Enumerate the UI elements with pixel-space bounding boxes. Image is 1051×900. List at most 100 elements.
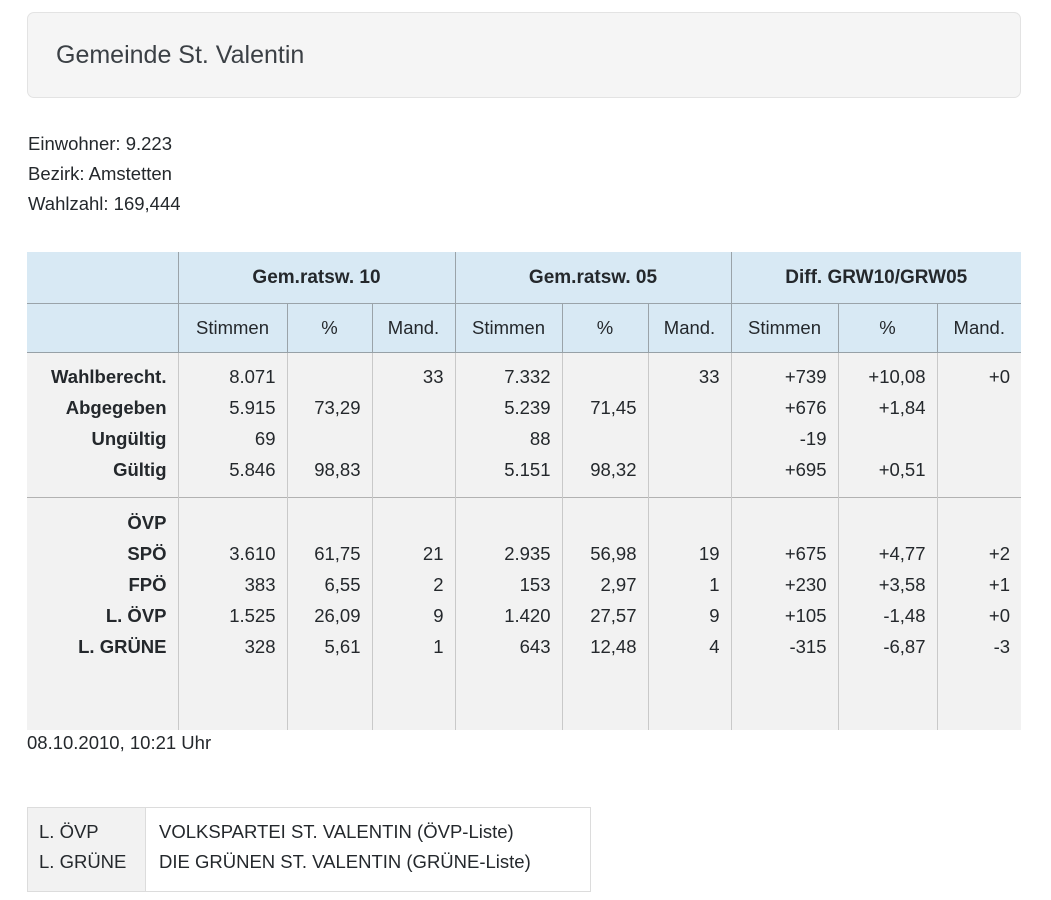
value-cell: [286, 352, 372, 392]
group-header-0: Gem.ratsw. 10: [177, 252, 455, 304]
spacer-row: [27, 662, 1022, 730]
value-cell: 98,83: [286, 454, 372, 498]
value-cell: 383: [177, 569, 287, 600]
value-cell: -3: [936, 631, 1022, 662]
value-cell: [561, 352, 648, 392]
page-title: Gemeinde St. Valentin: [56, 40, 305, 69]
row-label: ÖVP: [27, 497, 178, 538]
value-cell: 7.332: [454, 352, 562, 392]
value-cell: +676: [730, 392, 838, 423]
value-cell: [561, 423, 648, 454]
row-label: Abgegeben: [27, 392, 178, 423]
column-header-0-0: Stimmen: [177, 303, 287, 353]
parties-section: ÖVP SPÖ 3.610 61,75 21 2.935 56,98 19 +675 +4,77 +…: [27, 497, 1022, 730]
value-cell: 71,45: [561, 392, 648, 423]
info-line-1: Bezirk: Amstetten: [28, 163, 172, 184]
value-cell: +675: [730, 538, 838, 569]
table-row-turnout-2: Ungültig 69 88 -19: [27, 423, 1022, 454]
spacer-cell: [837, 662, 937, 730]
legend-abbr: L. ÖVP: [27, 807, 146, 847]
corner-cell-2: [27, 303, 178, 353]
value-cell: 5.151: [454, 454, 562, 498]
value-cell: +0: [936, 352, 1022, 392]
value-cell: [837, 423, 937, 454]
value-cell: [936, 454, 1022, 498]
value-cell: [837, 497, 937, 538]
legend-row-1: L. GRÜNE DIE GRÜNEN ST. VALENTIN (GRÜNE-L…: [27, 847, 591, 892]
value-cell: 5.915: [177, 392, 287, 423]
value-cell: 69: [177, 423, 287, 454]
value-cell: 33: [647, 352, 731, 392]
value-cell: [454, 497, 562, 538]
value-cell: [936, 423, 1022, 454]
table-row-turnout-1: Abgegeben 5.915 73,29 5.239 71,45 +676 +1,84: [27, 392, 1022, 423]
value-cell: 643: [454, 631, 562, 662]
table-row-parties-2: FPÖ 383 6,55 2 153 2,97 1 +230 +3,58 +1: [27, 569, 1022, 600]
column-header-1-0: Stimmen: [454, 303, 562, 353]
row-label: SPÖ: [27, 538, 178, 569]
value-cell: +4,77: [837, 538, 937, 569]
value-cell: 1.525: [177, 600, 287, 631]
corner-cell: [27, 252, 178, 304]
value-cell: 328: [177, 631, 287, 662]
value-cell: 5.846: [177, 454, 287, 498]
value-cell: 9: [647, 600, 731, 631]
table-row-turnout-3: Gültig 5.846 98,83 5.151 98,32 +695 +0,51: [27, 454, 1022, 498]
value-cell: 19: [647, 538, 731, 569]
value-cell: [730, 497, 838, 538]
column-header-2-2: Mand.: [936, 303, 1022, 353]
value-cell: 1.420: [454, 600, 562, 631]
spacer-cell: [561, 662, 648, 730]
spacer-cell: [647, 662, 731, 730]
spacer-cell: [177, 662, 287, 730]
value-cell: [647, 423, 731, 454]
municipality-info: Einwohner: 9.223 Bezirk: Amstetten Wahlzah…: [28, 129, 181, 219]
value-cell: -315: [730, 631, 838, 662]
value-cell: 1: [371, 631, 455, 662]
value-cell: 1: [647, 569, 731, 600]
table-row-parties-1: SPÖ 3.610 61,75 21 2.935 56,98 19 +675 +4,77 +2: [27, 538, 1022, 569]
row-label: Wahlberecht.: [27, 352, 178, 392]
value-cell: 61,75: [286, 538, 372, 569]
spacer-cell: [730, 662, 838, 730]
value-cell: +0,51: [837, 454, 937, 498]
legend-name: VOLKSPARTEI ST. VALENTIN (ÖVP-Liste): [145, 807, 591, 847]
value-cell: +1: [936, 569, 1022, 600]
column-header-2-1: %: [837, 303, 937, 353]
spacer-label: [27, 662, 178, 730]
value-cell: [936, 392, 1022, 423]
value-cell: [647, 497, 731, 538]
row-label: Gültig: [27, 454, 178, 498]
column-header-0-1: %: [286, 303, 372, 353]
value-cell: [647, 454, 731, 498]
value-cell: [286, 423, 372, 454]
results-table-head: Gem.ratsw. 10 Gem.ratsw. 05 Diff. GRW10/GR…: [27, 252, 1022, 353]
group-header-1: Gem.ratsw. 05: [454, 252, 731, 304]
spacer-cell: [936, 662, 1022, 730]
value-cell: [286, 497, 372, 538]
value-cell: +10,08: [837, 352, 937, 392]
spacer-cell: [454, 662, 562, 730]
value-cell: 8.071: [177, 352, 287, 392]
group-header-2: Diff. GRW10/GRW05: [730, 252, 1022, 304]
value-cell: 2,97: [561, 569, 648, 600]
value-cell: -6,87: [837, 631, 937, 662]
value-cell: 21: [371, 538, 455, 569]
table-row-parties-4: L. GRÜNE 328 5,61 1 643 12,48 4 -315 -6,87 -3: [27, 631, 1022, 662]
row-label: FPÖ: [27, 569, 178, 600]
value-cell: +105: [730, 600, 838, 631]
value-cell: 73,29: [286, 392, 372, 423]
value-cell: [371, 423, 455, 454]
group-header-row: Gem.ratsw. 10 Gem.ratsw. 05 Diff. GRW10/GR…: [27, 252, 1022, 304]
value-cell: 153: [454, 569, 562, 600]
value-cell: 98,32: [561, 454, 648, 498]
value-cell: +2: [936, 538, 1022, 569]
value-cell: 9: [371, 600, 455, 631]
value-cell: [371, 392, 455, 423]
spacer-cell: [371, 662, 455, 730]
value-cell: 4: [647, 631, 731, 662]
value-cell: [561, 497, 648, 538]
value-cell: 27,57: [561, 600, 648, 631]
legend-row-0: L. ÖVP VOLKSPARTEI ST. VALENTIN (ÖVP-List…: [27, 807, 591, 847]
value-cell: 12,48: [561, 631, 648, 662]
